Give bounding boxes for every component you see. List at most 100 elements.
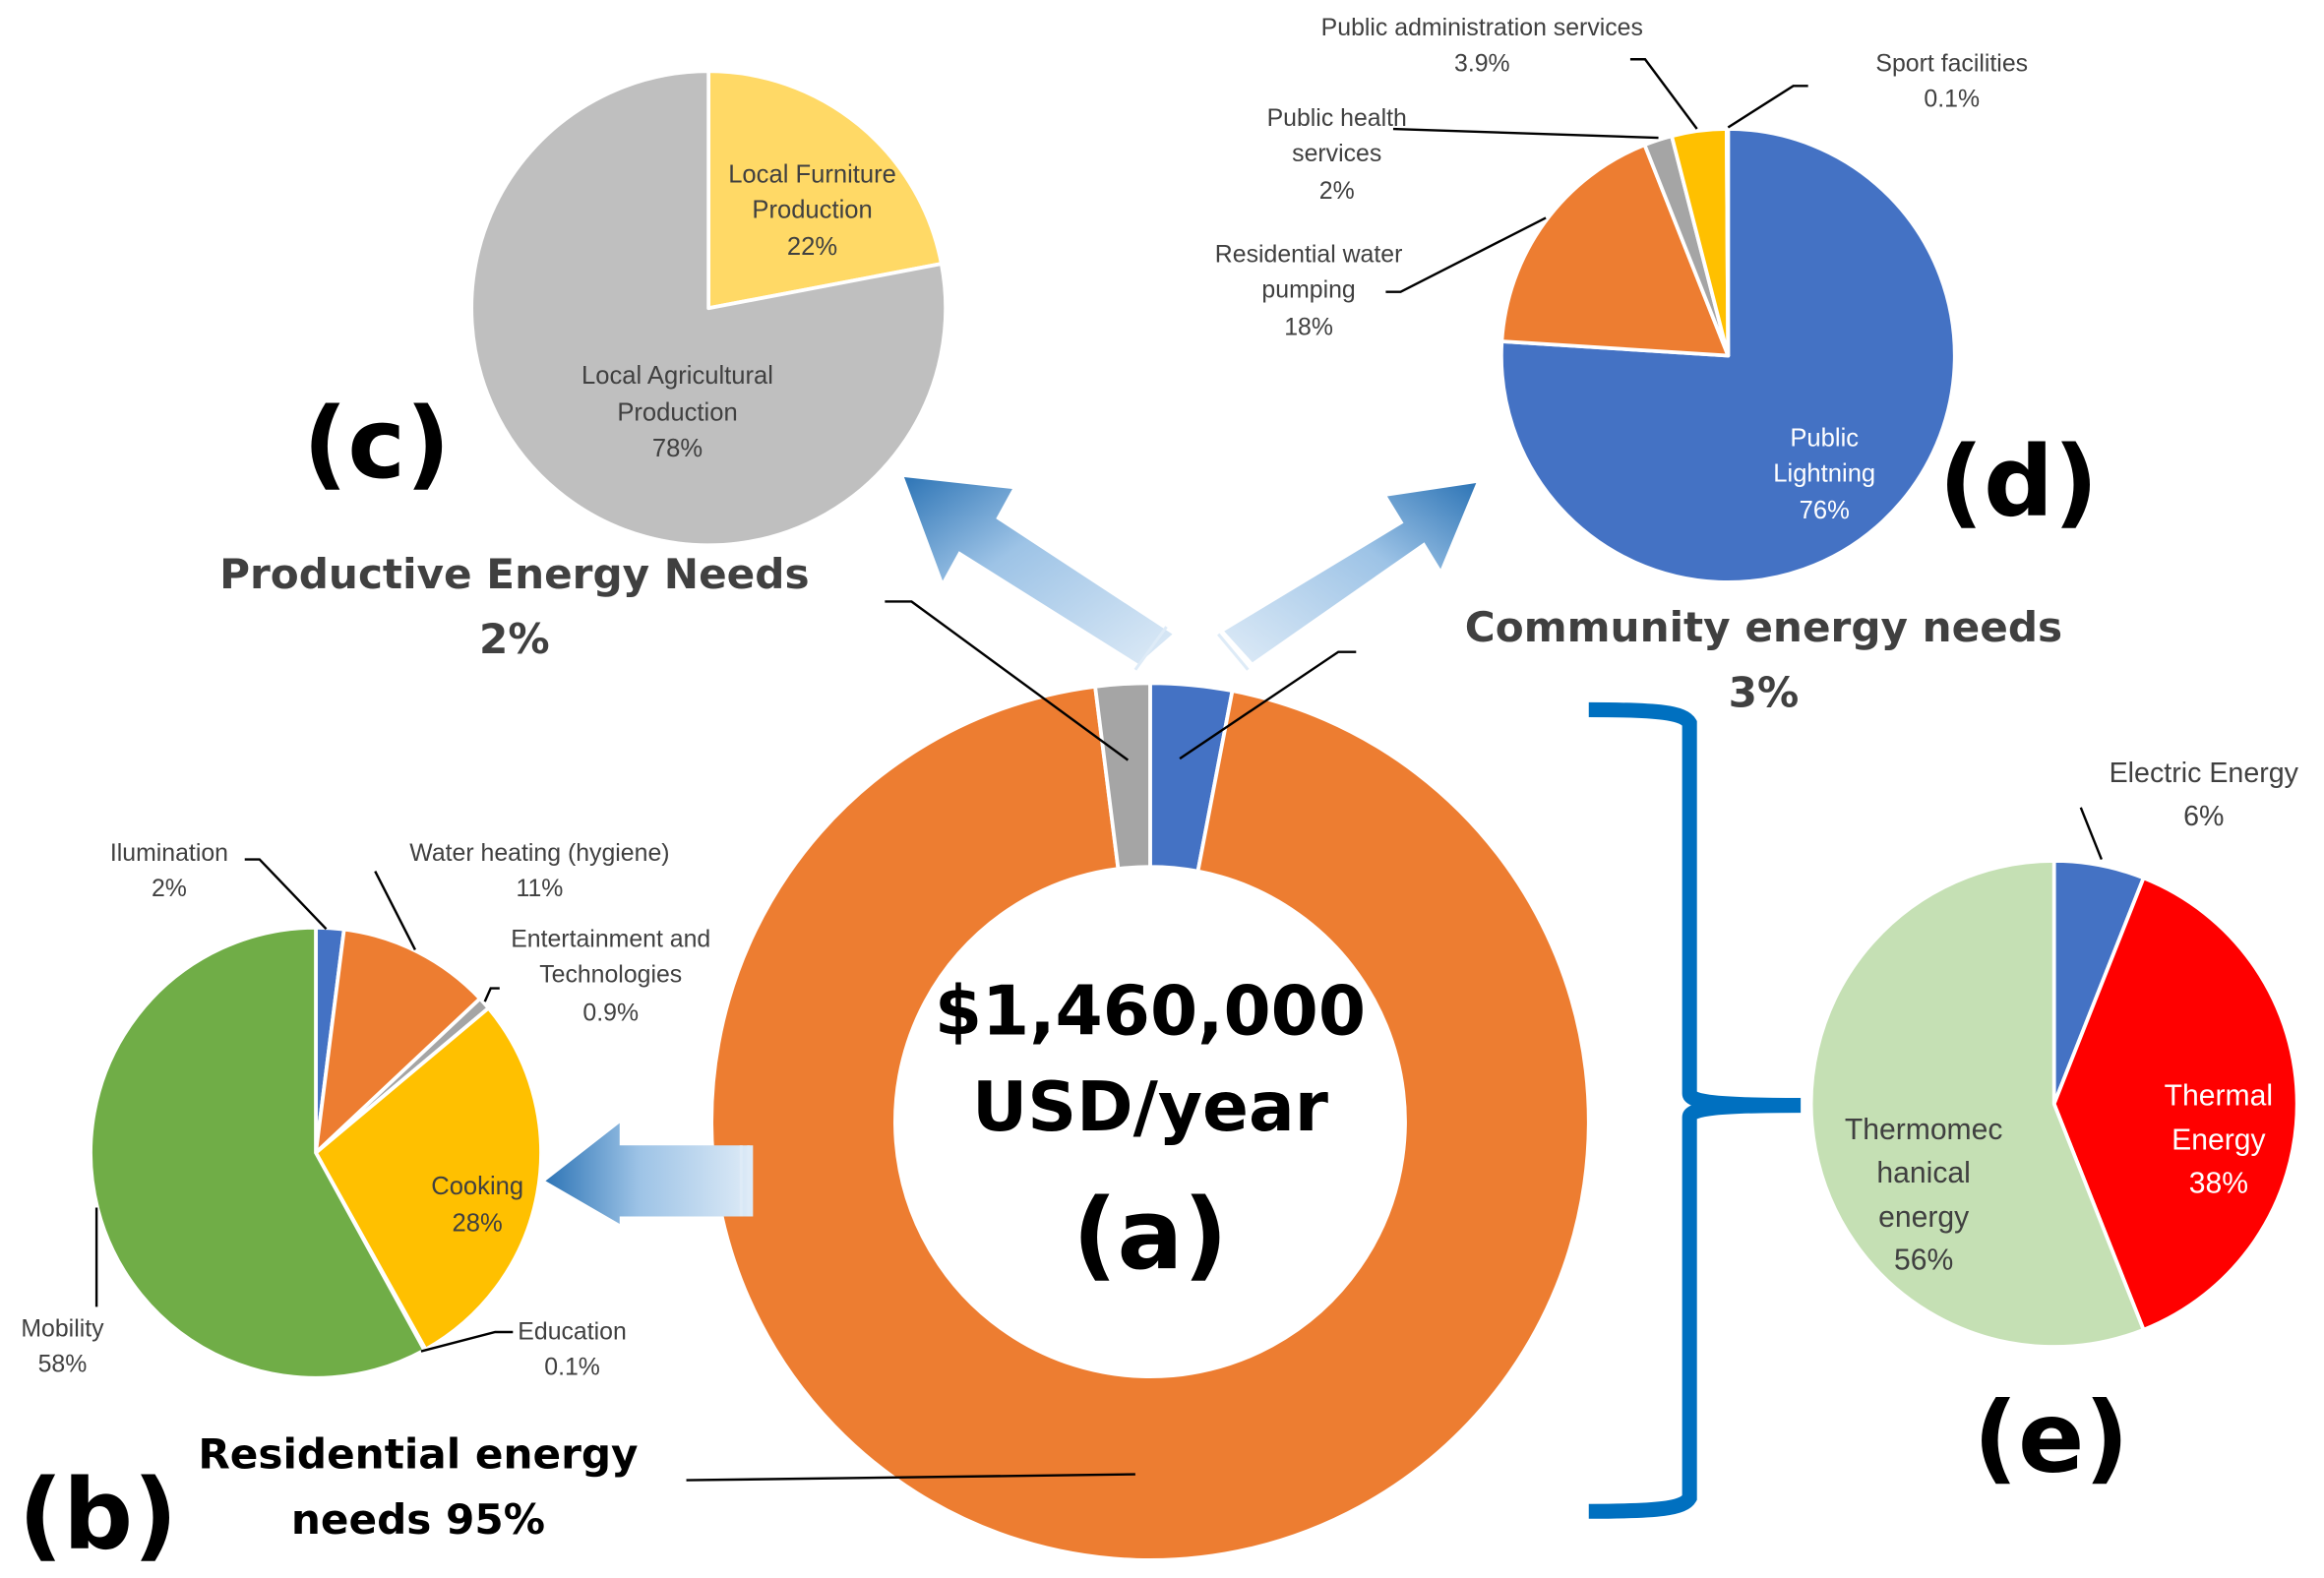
leader-community xyxy=(1179,650,1357,760)
leader-illumination xyxy=(244,858,328,931)
leader-water-heating xyxy=(374,871,416,950)
svg-text:Entertainment and: Entertainment and xyxy=(511,926,710,952)
panel-label-b: (b) xyxy=(19,1459,178,1572)
svg-text:28%: 28% xyxy=(453,1210,503,1238)
svg-text:Electric Energy: Electric Energy xyxy=(2110,758,2299,789)
svg-text:2%: 2% xyxy=(152,876,187,902)
label-mobility: Mobility 58% xyxy=(21,1316,104,1378)
label-education: Education 0.1% xyxy=(518,1319,627,1381)
heading-productive: Productive Energy Needs xyxy=(219,550,809,598)
slice-thermomechanical-energy xyxy=(1808,859,2146,1349)
label-thermal: Thermal Energy 38% xyxy=(2165,1080,2273,1200)
panel-label-c: (c) xyxy=(303,388,451,501)
heading-community-pct: 3% xyxy=(1729,668,1800,716)
svg-text:58%: 58% xyxy=(38,1352,88,1378)
svg-text:0.1%: 0.1% xyxy=(544,1355,600,1381)
svg-text:Public health: Public health xyxy=(1267,105,1407,132)
slice-cooking xyxy=(314,1005,543,1352)
svg-text:18%: 18% xyxy=(1284,314,1333,340)
pie-chart-energy-type xyxy=(1808,859,2299,1349)
svg-text:Production: Production xyxy=(752,196,872,223)
slice-water-heating-hygiene- xyxy=(314,927,482,1155)
svg-text:pumping: pumping xyxy=(1261,277,1355,304)
svg-text:Public: Public xyxy=(1790,424,1859,452)
svg-text:Lightning: Lightning xyxy=(1773,459,1875,487)
panel-label-d: (d) xyxy=(1939,426,2099,539)
leader-residential xyxy=(686,1473,1135,1482)
svg-text:hanical: hanical xyxy=(1876,1157,1970,1189)
label-water-pumping: Residential water pumping 18% xyxy=(1215,242,1403,341)
svg-text:Production: Production xyxy=(617,399,737,427)
svg-text:Residential water: Residential water xyxy=(1215,242,1403,269)
leader-water-pumping xyxy=(1385,216,1547,293)
brace-icon xyxy=(1588,701,1802,1519)
label-entertainment: Entertainment and Technologies 0.9% xyxy=(511,926,710,1026)
slice-local-agricultural-production xyxy=(469,69,948,548)
total-amount: $1,460,000 xyxy=(935,972,1366,1051)
slice-public-lightning xyxy=(1499,127,1957,584)
svg-text:56%: 56% xyxy=(1894,1244,1953,1277)
svg-text:Technologies: Technologies xyxy=(539,962,682,989)
slice-productive-energy-needs xyxy=(1093,681,1152,871)
svg-text:Cooking: Cooking xyxy=(431,1173,523,1200)
svg-text:78%: 78% xyxy=(652,435,703,462)
svg-text:Sport facilities: Sport facilities xyxy=(1875,50,2028,77)
arrow-to-productive-icon xyxy=(903,476,1173,671)
arrow-to-community-icon xyxy=(1217,482,1477,671)
svg-text:Water heating (hygiene): Water heating (hygiene) xyxy=(409,840,669,867)
label-cooking: Cooking 28% xyxy=(431,1173,523,1238)
svg-text:Local Furniture: Local Furniture xyxy=(728,160,896,188)
slice-mobility xyxy=(89,925,427,1380)
leader-electric xyxy=(2079,807,2103,860)
leader-public-admin xyxy=(1629,58,1698,130)
slice-residential-water-pumping xyxy=(1499,143,1731,358)
svg-text:0.1%: 0.1% xyxy=(1924,86,1980,112)
label-public-health: Public health services 2% xyxy=(1267,105,1407,205)
svg-text:Mobility: Mobility xyxy=(21,1316,104,1343)
pie-chart-residential xyxy=(89,925,543,1380)
svg-text:Public administration services: Public administration services xyxy=(1321,15,1643,41)
label-public-lighting: Public Lightning 76% xyxy=(1773,424,1875,524)
heading-residential: Residential energy xyxy=(198,1430,638,1479)
arrow-to-residential-icon xyxy=(545,1123,754,1225)
pie-chart-productive xyxy=(469,69,948,548)
svg-text:22%: 22% xyxy=(787,233,837,261)
svg-text:2%: 2% xyxy=(1319,178,1355,205)
slice-thermal-energy xyxy=(2051,876,2299,1332)
label-public-admin: Public administration services 3.9% xyxy=(1321,15,1643,77)
label-furniture: Local Furniture Production 22% xyxy=(728,160,896,261)
svg-text:Education: Education xyxy=(518,1319,627,1346)
pie-chart-community xyxy=(1499,127,1957,584)
slice-local-furniture-production xyxy=(706,69,944,311)
panel-label-e: (e) xyxy=(1974,1382,2129,1495)
svg-text:Thermomec: Thermomec xyxy=(1845,1114,2003,1146)
svg-text:Local Agricultural: Local Agricultural xyxy=(581,362,773,390)
label-agricultural: Local Agricultural Production 78% xyxy=(581,362,773,462)
svg-text:Thermal: Thermal xyxy=(2165,1080,2273,1113)
svg-text:Ilumination: Ilumination xyxy=(110,840,228,867)
svg-text:3.9%: 3.9% xyxy=(1454,50,1510,77)
leader-entertainment xyxy=(483,987,500,1002)
leader-education xyxy=(420,1330,514,1353)
donut-chart-total xyxy=(709,681,1591,1562)
total-unit: USD/year xyxy=(972,1068,1328,1147)
svg-text:6%: 6% xyxy=(2183,801,2224,832)
leader-public-health xyxy=(1392,127,1659,140)
label-water-heating: Water heating (hygiene) 11% xyxy=(409,840,669,902)
heading-residential-pct: needs 95% xyxy=(291,1495,545,1544)
svg-text:0.9%: 0.9% xyxy=(582,1001,639,1027)
svg-text:76%: 76% xyxy=(1800,497,1850,524)
svg-text:energy: energy xyxy=(1878,1201,1969,1234)
label-sport: Sport facilities 0.1% xyxy=(1875,50,2028,112)
label-thermomechanical: Thermomec hanical energy 56% xyxy=(1845,1114,2003,1277)
svg-text:services: services xyxy=(1292,141,1381,167)
svg-text:Energy: Energy xyxy=(2171,1124,2265,1157)
leader-sport xyxy=(1727,85,1808,129)
slice-residential-energy-needs xyxy=(709,684,1591,1562)
leader-productive xyxy=(885,600,1130,761)
svg-text:11%: 11% xyxy=(516,876,563,902)
label-illumination: Ilumination 2% xyxy=(110,840,228,902)
svg-text:38%: 38% xyxy=(2189,1167,2248,1199)
heading-productive-pct: 2% xyxy=(479,615,550,663)
